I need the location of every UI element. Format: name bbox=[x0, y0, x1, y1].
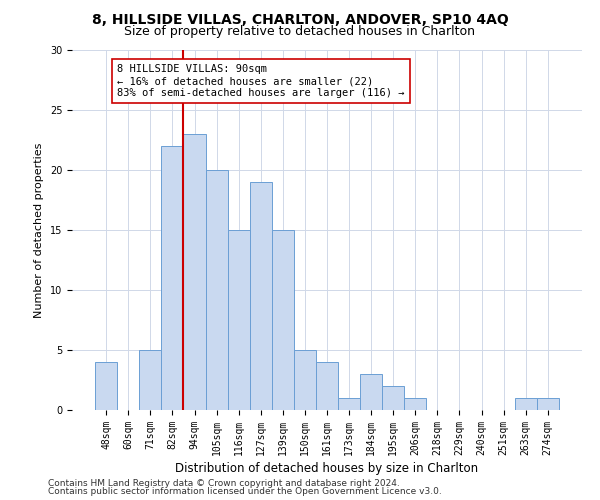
Y-axis label: Number of detached properties: Number of detached properties bbox=[34, 142, 44, 318]
Bar bbox=[338, 398, 360, 410]
Text: Contains public sector information licensed under the Open Government Licence v3: Contains public sector information licen… bbox=[48, 487, 442, 496]
Bar bbox=[360, 374, 382, 410]
Text: Contains HM Land Registry data © Crown copyright and database right 2024.: Contains HM Land Registry data © Crown c… bbox=[48, 478, 400, 488]
Bar bbox=[184, 134, 206, 410]
Bar bbox=[537, 398, 559, 410]
Bar bbox=[316, 362, 338, 410]
Bar bbox=[139, 350, 161, 410]
Bar bbox=[515, 398, 537, 410]
Bar bbox=[161, 146, 184, 410]
Bar bbox=[404, 398, 427, 410]
Text: 8 HILLSIDE VILLAS: 90sqm
← 16% of detached houses are smaller (22)
83% of semi-d: 8 HILLSIDE VILLAS: 90sqm ← 16% of detach… bbox=[117, 64, 405, 98]
X-axis label: Distribution of detached houses by size in Charlton: Distribution of detached houses by size … bbox=[175, 462, 479, 475]
Bar bbox=[206, 170, 227, 410]
Bar bbox=[382, 386, 404, 410]
Text: 8, HILLSIDE VILLAS, CHARLTON, ANDOVER, SP10 4AQ: 8, HILLSIDE VILLAS, CHARLTON, ANDOVER, S… bbox=[92, 12, 508, 26]
Bar bbox=[250, 182, 272, 410]
Bar bbox=[95, 362, 117, 410]
Text: Size of property relative to detached houses in Charlton: Size of property relative to detached ho… bbox=[125, 25, 476, 38]
Bar bbox=[227, 230, 250, 410]
Bar bbox=[294, 350, 316, 410]
Bar bbox=[272, 230, 294, 410]
